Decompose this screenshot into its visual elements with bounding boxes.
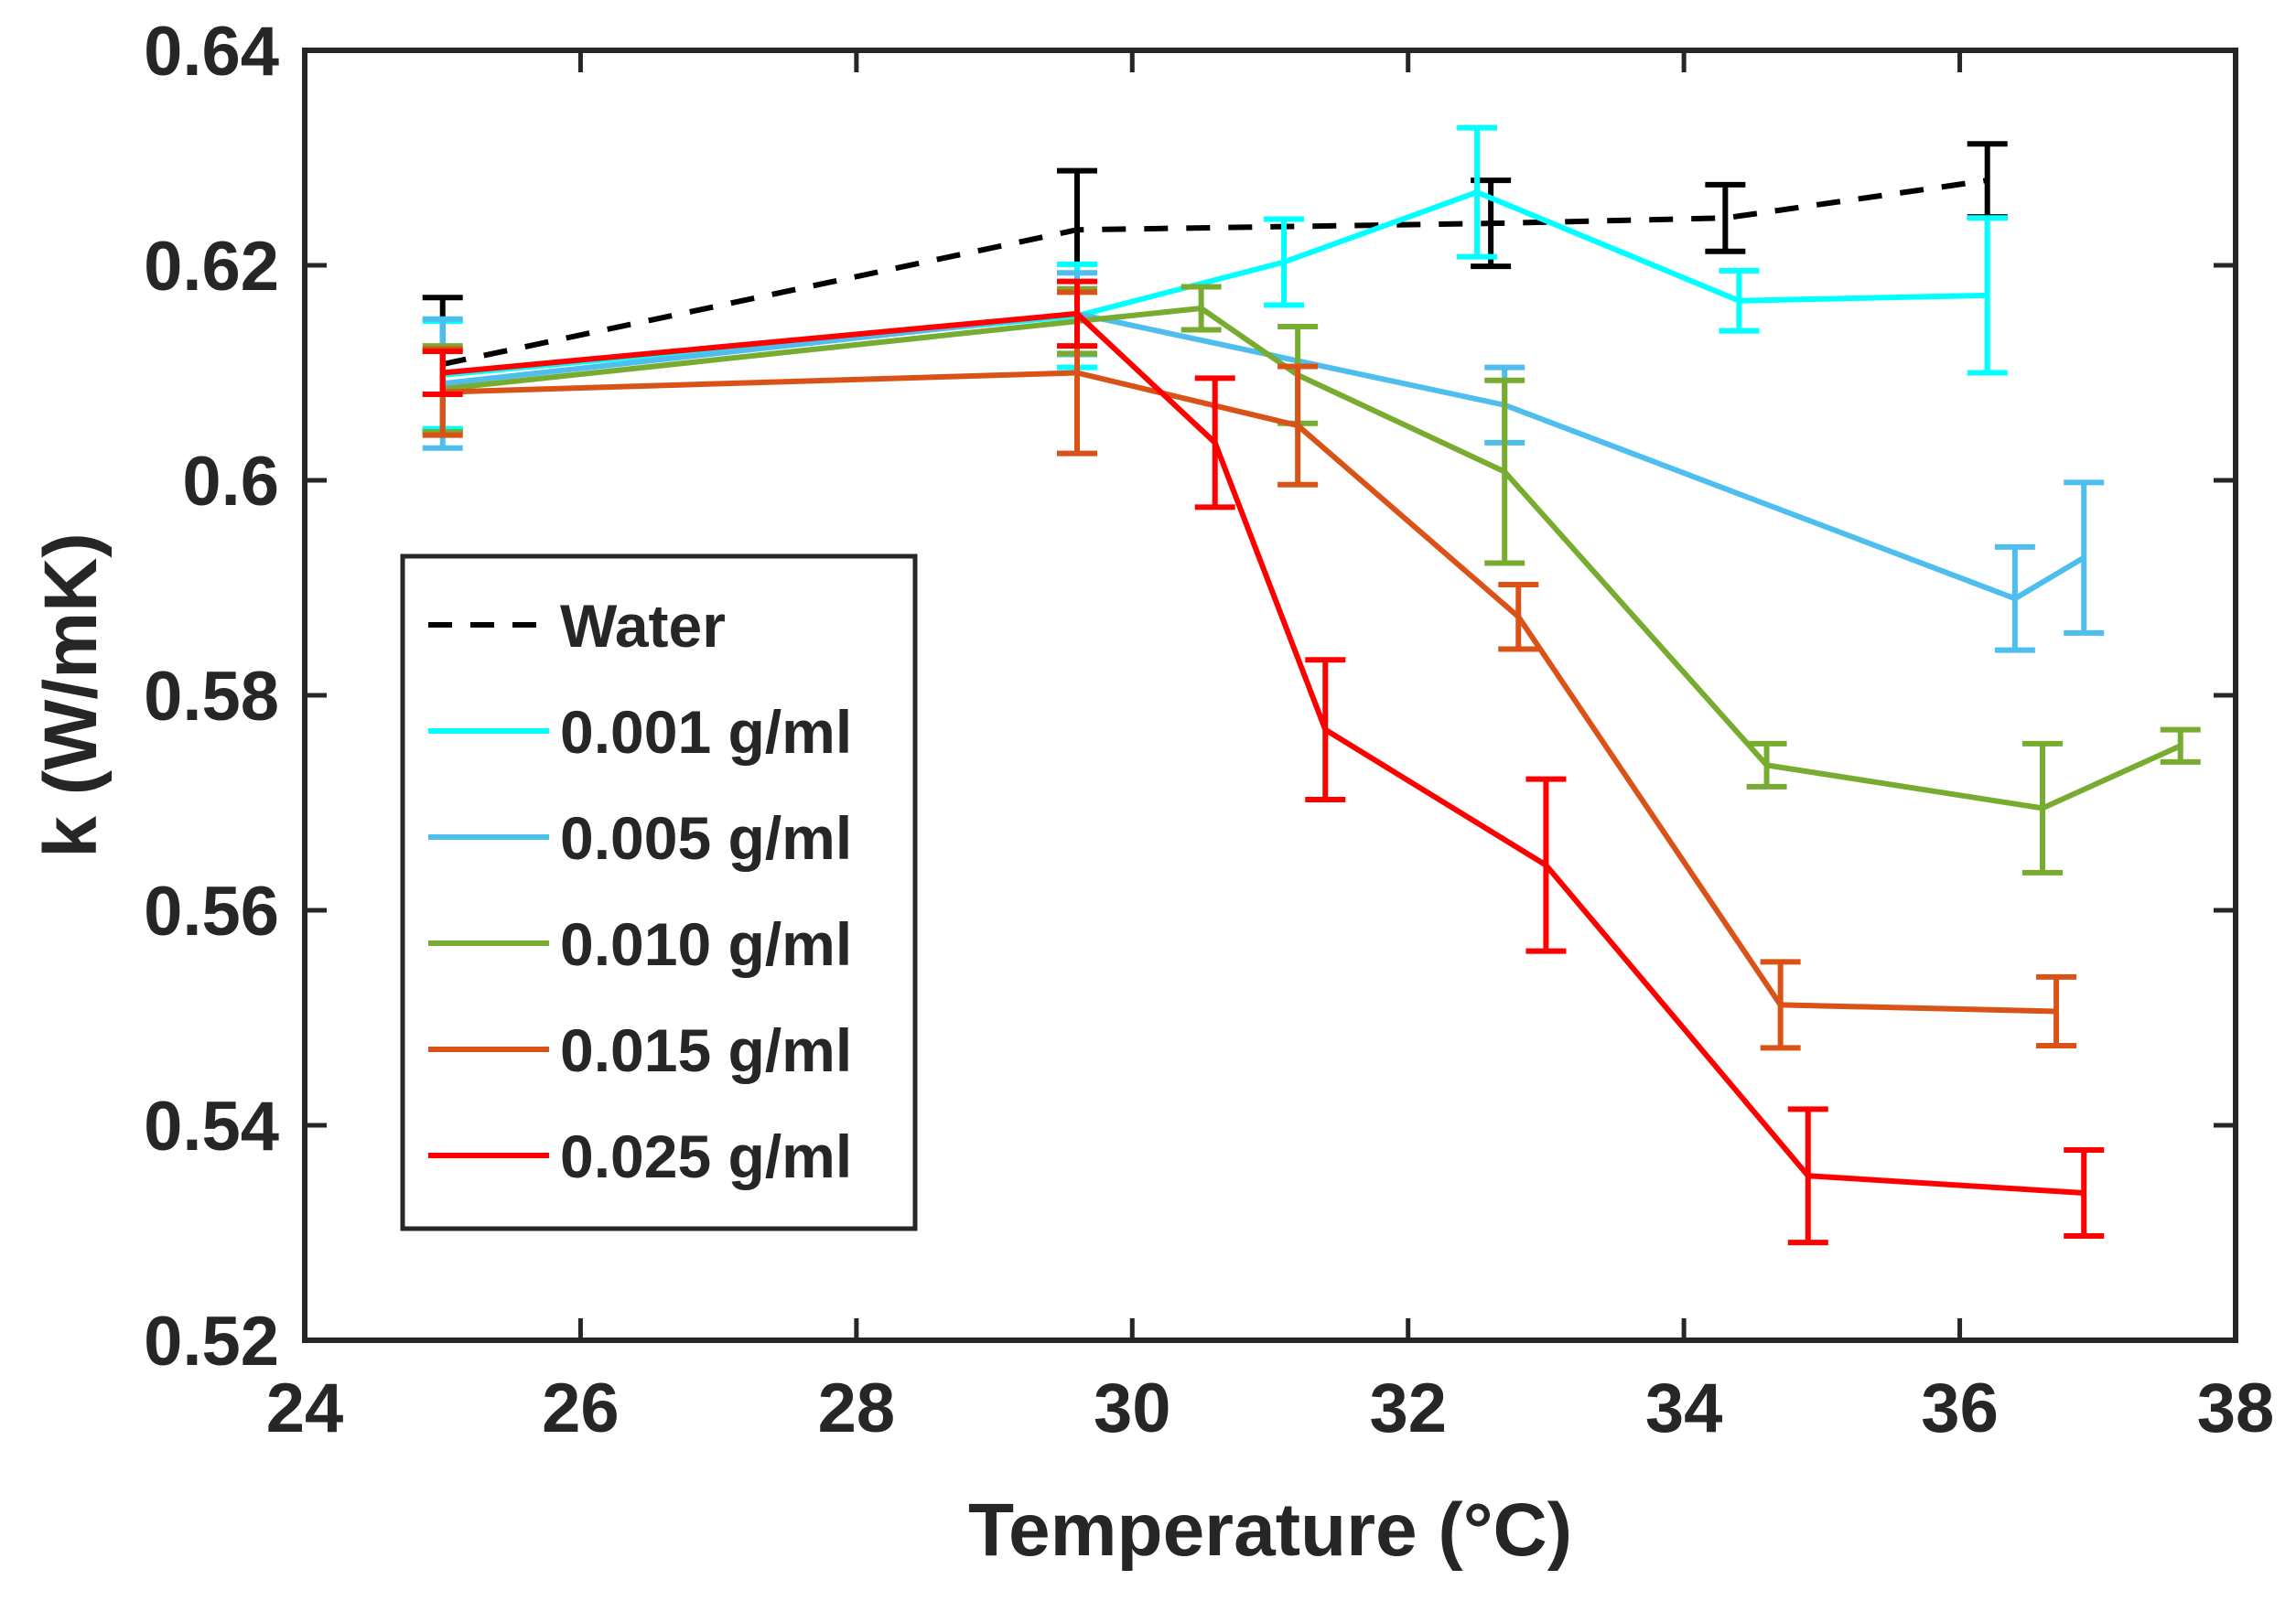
x-tick-label: 34 <box>1645 1370 1723 1447</box>
legend-label: 0.005 g/ml <box>560 804 852 872</box>
series-0-025-g-ml <box>422 278 2105 1246</box>
legend-label: 0.010 g/ml <box>560 910 852 978</box>
series-line <box>442 189 1988 378</box>
y-axis-title: k (W/mK) <box>29 532 113 857</box>
ticks-layer: 24 26 28 30 32 34 36 38 0.52 0.54 0.56 0.58 0.6 0.62 0… <box>144 13 2274 1447</box>
y-tick-label: 0.58 <box>144 658 279 736</box>
y-tick-label: 0.6 <box>182 443 279 521</box>
legend-label: Water <box>560 592 726 660</box>
legend-entry-0-005-g-ml: 0.005 g/ml <box>428 804 852 872</box>
legend-label: 0.001 g/ml <box>560 698 852 766</box>
legend-entry-0-025-g-ml: 0.025 g/ml <box>428 1123 852 1190</box>
x-tick-label: 24 <box>266 1370 344 1447</box>
legend-entry-0-010-g-ml: 0.010 g/ml <box>428 910 852 978</box>
y-tick-label: 0.56 <box>144 873 279 951</box>
x-tick-label: 36 <box>1921 1370 1999 1447</box>
series-line <box>442 310 2085 1197</box>
legend-box <box>400 553 918 1231</box>
series-line <box>442 177 1989 368</box>
legend-entry-0-015-g-ml: 0.015 g/ml <box>428 1016 852 1084</box>
x-tick-label: 38 <box>2197 1370 2275 1447</box>
x-tick-label: 26 <box>542 1370 620 1447</box>
y-tick-label: 0.52 <box>144 1303 279 1381</box>
x-tick-label: 28 <box>818 1370 896 1447</box>
legend-label: 0.025 g/ml <box>560 1123 852 1190</box>
y-tick-label: 0.62 <box>144 228 279 306</box>
series-line <box>442 306 2182 811</box>
x-tick-label: 30 <box>1094 1370 1171 1447</box>
y-tick-label: 0.64 <box>144 13 279 91</box>
error-bar <box>1705 181 1746 254</box>
legend-entry-water: Water <box>428 592 726 660</box>
x-axis-title: Temperature (°C) <box>968 1488 1572 1572</box>
legend-label: 0.015 g/ml <box>560 1016 852 1084</box>
legend: Water 0.001 g/ml 0.005 g/ml 0.010 g/ml 0.015… <box>400 553 918 1231</box>
series-layer <box>422 124 2201 1246</box>
x-tick-label: 32 <box>1369 1370 1447 1447</box>
y-tick-label: 0.54 <box>144 1088 279 1166</box>
series-line <box>442 370 2057 1015</box>
legend-entry-0-001-g-ml: 0.001 g/ml <box>428 698 852 766</box>
